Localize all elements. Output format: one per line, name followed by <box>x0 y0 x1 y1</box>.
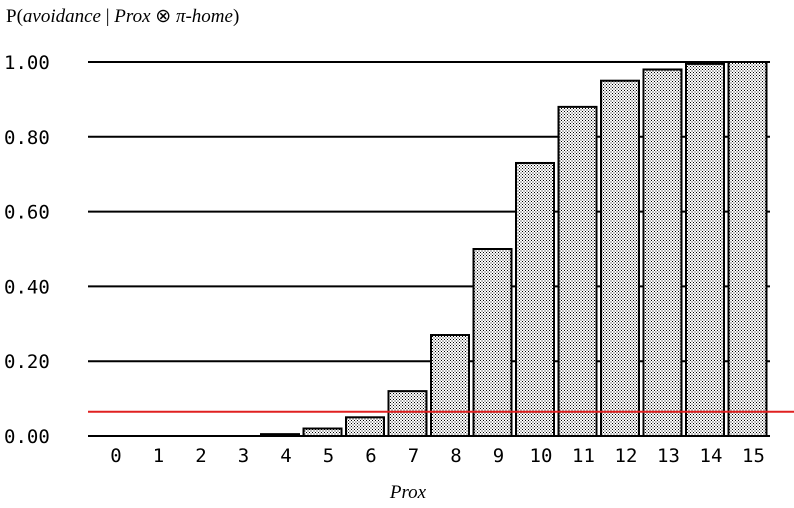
y-axis: 0.00 0.20 0.40 0.60 0.80 1.00 <box>4 52 50 448</box>
x-tick-label: 4 <box>280 445 291 467</box>
x-tick-label: 1 <box>153 445 164 467</box>
x-tick-label: 7 <box>408 445 419 467</box>
bars <box>260 61 768 438</box>
x-tick-label: 8 <box>450 445 461 467</box>
x-axis-label: Prox <box>389 482 427 503</box>
bar <box>515 161 555 437</box>
bar <box>727 61 768 437</box>
y-tick-label: 0.20 <box>4 351 50 373</box>
bar <box>430 334 470 437</box>
bar <box>642 68 683 437</box>
x-tick-label: 9 <box>493 445 504 467</box>
x-tick-label: 11 <box>572 445 595 467</box>
bar <box>600 79 640 437</box>
x-tick-label: 5 <box>323 445 334 467</box>
bar <box>685 62 725 438</box>
y-tick-label: 1.00 <box>4 52 50 74</box>
y-tick-label: 0.00 <box>4 426 50 448</box>
x-axis: 0 1 2 3 4 5 6 7 8 9 10 11 12 13 14 15 <box>110 445 765 467</box>
x-tick-label: 15 <box>742 445 765 467</box>
chart-title: P(avoidance | Prox ⊗ π-home) <box>6 6 239 27</box>
bar <box>472 248 513 437</box>
bar <box>260 433 300 438</box>
x-tick-label: 10 <box>530 445 553 467</box>
x-tick-label: 0 <box>110 445 121 467</box>
bar <box>345 416 385 437</box>
y-tick-label: 0.60 <box>4 202 50 224</box>
bar <box>387 390 428 437</box>
y-tick-label: 0.80 <box>4 127 50 149</box>
x-tick-label: 3 <box>238 445 249 467</box>
bar <box>557 105 598 437</box>
x-tick-label: 6 <box>365 445 376 467</box>
x-tick-label: 12 <box>615 445 638 467</box>
x-tick-label: 14 <box>700 445 723 467</box>
bar <box>302 427 343 437</box>
y-tick-label: 0.40 <box>4 276 50 298</box>
x-tick-label: 2 <box>195 445 206 467</box>
x-tick-label: 13 <box>657 445 680 467</box>
